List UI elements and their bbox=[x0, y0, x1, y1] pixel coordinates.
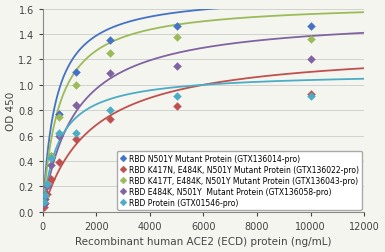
Point bbox=[44, 185, 50, 189]
Point bbox=[308, 38, 314, 42]
X-axis label: Recombinant human ACE2 (ECD) protein (ng/mL): Recombinant human ACE2 (ECD) protein (ng… bbox=[75, 237, 331, 246]
Point bbox=[42, 195, 48, 199]
Point bbox=[56, 132, 62, 136]
Point bbox=[174, 95, 180, 99]
Point bbox=[107, 72, 113, 76]
Y-axis label: OD 450: OD 450 bbox=[5, 91, 15, 130]
Point bbox=[41, 201, 47, 205]
Point bbox=[107, 118, 113, 122]
Point bbox=[308, 58, 314, 62]
Point bbox=[44, 192, 50, 196]
Point bbox=[44, 182, 50, 186]
Point bbox=[48, 163, 54, 167]
Point bbox=[56, 115, 62, 119]
Point bbox=[41, 205, 47, 209]
Point bbox=[73, 104, 79, 108]
Point bbox=[42, 194, 48, 198]
Point bbox=[308, 95, 314, 99]
Point bbox=[48, 157, 54, 161]
Point bbox=[41, 200, 47, 204]
Point bbox=[56, 113, 62, 117]
Point bbox=[42, 194, 48, 198]
Point bbox=[174, 65, 180, 69]
Point bbox=[73, 138, 79, 142]
Point bbox=[44, 182, 50, 186]
Point bbox=[42, 201, 48, 205]
Point bbox=[41, 202, 47, 206]
Point bbox=[48, 154, 54, 158]
Point bbox=[56, 161, 62, 165]
Point bbox=[107, 109, 113, 113]
Point bbox=[308, 92, 314, 96]
Point bbox=[73, 71, 79, 75]
Point bbox=[107, 52, 113, 56]
Point bbox=[48, 154, 54, 158]
Point bbox=[44, 182, 50, 186]
Point bbox=[48, 177, 54, 181]
Point bbox=[174, 105, 180, 109]
Point bbox=[174, 25, 180, 29]
Point bbox=[42, 197, 48, 201]
Point bbox=[174, 35, 180, 39]
Legend: RBD N501Y Mutant Protein (GTX136014-pro), RBD K417N, E484K, N501Y Mutant Protein: RBD N501Y Mutant Protein (GTX136014-pro)… bbox=[117, 151, 362, 210]
Point bbox=[73, 83, 79, 87]
Point bbox=[56, 134, 62, 138]
Point bbox=[73, 132, 79, 136]
Point bbox=[41, 201, 47, 205]
Point bbox=[107, 39, 113, 43]
Point bbox=[308, 25, 314, 29]
